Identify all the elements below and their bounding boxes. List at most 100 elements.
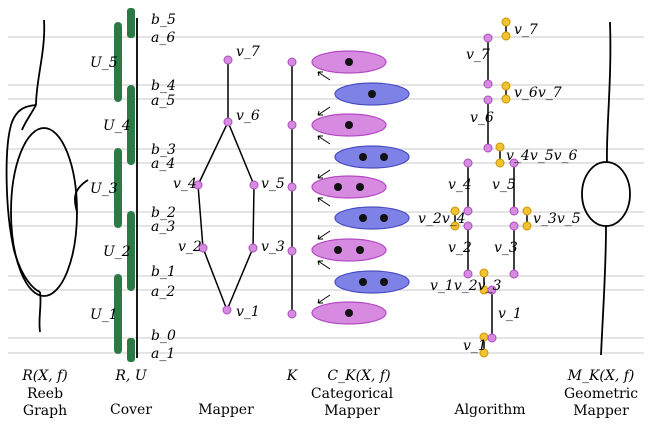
algo-label-v6v7: v_6v_7 bbox=[514, 85, 562, 101]
algo-pvertex-6 bbox=[509, 158, 519, 168]
mapper-vertex-v6 bbox=[223, 117, 233, 127]
geometric-mapper bbox=[581, 21, 631, 356]
caption-categorical-line1: Categorical bbox=[311, 386, 394, 402]
k-vertex-3 bbox=[287, 182, 297, 192]
algo-label-v6: v_6 bbox=[470, 110, 494, 126]
end-label-b4: b_4 bbox=[151, 78, 176, 94]
cover-bar-u5 bbox=[114, 22, 122, 102]
caption-mapper-text: Mapper bbox=[198, 402, 254, 418]
algo-label-v1-a: v_1 bbox=[498, 306, 522, 322]
reeb-graph bbox=[5, 19, 89, 333]
cat-ellipse-6 bbox=[334, 206, 410, 230]
end-label-b5: b_5 bbox=[151, 12, 176, 28]
cover-bar-u3 bbox=[114, 148, 122, 228]
caption-geometric-line1: Geometric bbox=[564, 386, 638, 402]
cat-arrows bbox=[317, 71, 331, 304]
mapper-vertex-v1 bbox=[222, 305, 232, 315]
end-label-a1: a_1 bbox=[151, 346, 175, 362]
algo-pvertex-5 bbox=[463, 158, 473, 168]
algo-yvertex-6 bbox=[495, 158, 505, 168]
algo-pvertex-9 bbox=[463, 221, 473, 231]
mapper-vertex-v4 bbox=[193, 180, 203, 190]
algo-label-v4v5v6: v_4v_5v_6 bbox=[506, 148, 578, 164]
end-label-a4: a_4 bbox=[151, 156, 175, 172]
algo-label-v1v2v3: v_1v_2v_3 bbox=[430, 278, 502, 294]
algo-yvertex-7 bbox=[450, 206, 460, 216]
k-vertex-5 bbox=[287, 309, 297, 319]
end-label-a2: a_2 bbox=[151, 284, 175, 300]
algo-pvertex-1 bbox=[483, 33, 493, 43]
algo-yvertex-4 bbox=[501, 94, 511, 104]
cover-bar-bottom bbox=[127, 338, 135, 362]
algo-label-v3v5: v_3v_5 bbox=[533, 211, 581, 227]
algo-pvertex-4 bbox=[483, 143, 493, 153]
k-vertex-4 bbox=[287, 246, 297, 256]
algo-label-v2: v_2 bbox=[448, 240, 472, 256]
k-line bbox=[287, 57, 297, 319]
algo-pvertex-14 bbox=[487, 333, 497, 343]
caption-reeb-line1: Reeb bbox=[27, 386, 63, 402]
algo-label-v5: v_5 bbox=[492, 177, 516, 193]
cat-ellipse-8 bbox=[334, 270, 410, 294]
mapper-label-v5: v_5 bbox=[261, 176, 285, 192]
cat-ellipse-4 bbox=[334, 145, 410, 169]
algorithm-diagram: v_7 v_6v_7 v_7 v_6 v_4v_5v_6 v_4 v_5 v_2… bbox=[418, 17, 581, 358]
mapper-label-v2: v_2 bbox=[178, 239, 202, 255]
algo-label-v1-b: v_1 bbox=[463, 338, 487, 354]
caption-reeb-line2: Graph bbox=[23, 403, 67, 419]
mapper-label-v3: v_3 bbox=[261, 239, 285, 255]
cover-bar-top bbox=[127, 8, 135, 38]
algo-pvertex-10 bbox=[509, 221, 519, 231]
algo-label-v2v4: v_2v_4 bbox=[418, 211, 466, 227]
caption-k-math: K bbox=[286, 368, 299, 384]
end-label-b2: b_2 bbox=[151, 205, 176, 221]
algo-yvertex-8 bbox=[450, 221, 460, 231]
caption-geometric-line2: Mapper bbox=[573, 403, 629, 419]
caption-algorithm-text: Algorithm bbox=[453, 402, 525, 418]
mapper-vertex-v7 bbox=[223, 55, 233, 65]
cover-label-u2: U_2 bbox=[103, 244, 131, 260]
caption-cover-text: Cover bbox=[110, 402, 152, 418]
algo-pvertex-7 bbox=[463, 206, 473, 216]
captions: R(X, f) Reeb Graph R, U Cover Mapper K C… bbox=[21, 368, 638, 419]
caption-geometric-math: M_K(X, f) bbox=[567, 368, 635, 384]
algo-yvertex-5 bbox=[495, 142, 505, 152]
algo-yvertex-2 bbox=[501, 31, 511, 41]
mapper-vertex-v2 bbox=[198, 243, 208, 253]
algo-pvertex-3 bbox=[483, 95, 493, 105]
algo-yvertex-3 bbox=[501, 81, 511, 91]
mapper-label-v6: v_6 bbox=[236, 108, 260, 124]
end-label-a3: a_3 bbox=[151, 219, 175, 235]
cover-label-u4: U_4 bbox=[103, 118, 131, 134]
caption-categorical-line2: Mapper bbox=[324, 403, 380, 419]
mapper-graph: v_7 v_6 v_4 v_5 v_2 v_3 v_1 bbox=[173, 44, 285, 320]
cover-label-u3: U_3 bbox=[90, 181, 118, 197]
algo-pvertex-12 bbox=[509, 269, 519, 279]
mapper-label-v7: v_7 bbox=[236, 44, 260, 60]
categorical-mapper bbox=[311, 50, 410, 325]
algo-yvertex-11 bbox=[479, 268, 489, 278]
cover-bar-u2 bbox=[127, 211, 135, 291]
cat-ellipse-7 bbox=[311, 238, 387, 262]
cover: U_5 U_4 U_3 U_2 U_1 b_5 a_6 b_4 a_5 b_3 … bbox=[90, 8, 176, 362]
end-label-a5: a_5 bbox=[151, 93, 175, 109]
caption-cover-math: R, U bbox=[114, 368, 147, 384]
algo-yvertex-9 bbox=[522, 206, 532, 216]
mapper-label-v1: v_1 bbox=[236, 304, 260, 320]
algo-label-v7-b: v_7 bbox=[466, 47, 490, 63]
algo-pvertex-11 bbox=[463, 269, 473, 279]
algo-label-v7-a: v_7 bbox=[514, 22, 538, 38]
cover-bar-u1 bbox=[114, 274, 122, 354]
k-vertex-2 bbox=[287, 120, 297, 130]
cover-label-u1: U_1 bbox=[90, 307, 118, 323]
algo-yvertex-10 bbox=[522, 221, 532, 231]
cover-bar-u4 bbox=[127, 85, 135, 165]
end-label-b3: b_3 bbox=[151, 142, 176, 158]
mapper-vertex-v3 bbox=[248, 243, 258, 253]
algo-label-v4: v_4 bbox=[448, 177, 472, 193]
end-label-a6: a_6 bbox=[151, 30, 175, 46]
algo-label-v3: v_3 bbox=[494, 240, 518, 256]
mapper-label-v4: v_4 bbox=[173, 176, 197, 192]
cover-label-u5: U_5 bbox=[90, 55, 118, 71]
